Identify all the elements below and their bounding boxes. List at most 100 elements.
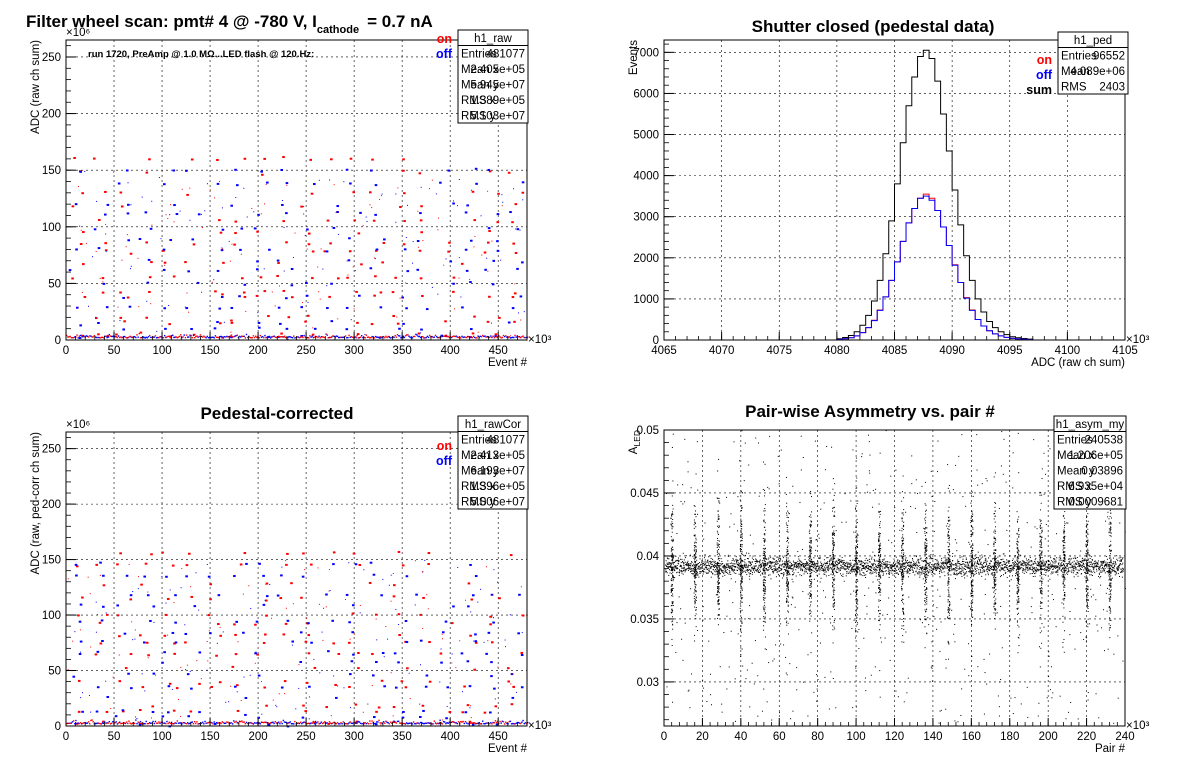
band-point [693, 568, 695, 570]
band-point [1002, 568, 1004, 570]
stats-row-label: Mean y [461, 80, 499, 92]
band-point [838, 568, 840, 570]
on-point [172, 709, 176, 712]
baseline-point [366, 336, 369, 338]
sparse-point [219, 626, 221, 628]
band-point [1076, 563, 1078, 565]
sparse-point [355, 337, 357, 339]
band-point [966, 561, 968, 563]
band-point [1049, 562, 1051, 564]
baseline-point [133, 722, 136, 725]
baseline-point [339, 723, 341, 725]
band-point [720, 568, 722, 570]
off-point [351, 631, 354, 634]
band-point [1030, 565, 1032, 567]
off-point [207, 575, 211, 578]
band-point [670, 564, 672, 566]
band-point [759, 569, 761, 571]
baseline-point [233, 720, 235, 722]
band-point [927, 572, 929, 574]
baseline-point [461, 721, 463, 723]
off-point [167, 685, 171, 688]
band-point [894, 564, 896, 566]
band-point [668, 574, 670, 576]
sparse-point [168, 305, 170, 307]
off-point [490, 675, 493, 678]
band-point [871, 567, 873, 569]
baseline-point [212, 336, 214, 338]
band-point [987, 574, 989, 576]
band-point [712, 573, 714, 575]
on-point [393, 584, 396, 587]
band-point [885, 570, 887, 572]
band-point [945, 557, 947, 559]
on-point [355, 720, 359, 723]
baseline-point [495, 721, 498, 724]
baseline-point [137, 721, 139, 723]
baseline-point [381, 336, 384, 338]
baseline-point [464, 720, 467, 723]
band-point [1020, 562, 1022, 564]
band-point [834, 568, 836, 570]
band-point [801, 565, 803, 567]
band-point [825, 575, 827, 577]
off-point [149, 227, 153, 230]
on-point [394, 276, 397, 279]
band-point [697, 563, 699, 565]
sparse-point [494, 698, 496, 700]
on-point [209, 583, 213, 586]
band-point [870, 567, 872, 569]
on-point [280, 332, 283, 335]
band-point [831, 564, 833, 566]
band-point [681, 570, 683, 572]
band-point [908, 570, 910, 572]
band-point [799, 574, 801, 576]
band-point [779, 560, 781, 562]
sparse-point [200, 213, 202, 215]
band-point [770, 566, 772, 568]
chart-title: Shutter closed (pedestal data) [752, 17, 995, 36]
baseline-point [210, 721, 212, 724]
sparse-point [470, 717, 472, 719]
off-point [487, 168, 491, 171]
baseline-point [294, 720, 296, 723]
on-point [302, 552, 305, 555]
baseline-point [327, 723, 330, 725]
band-point [769, 565, 771, 567]
band-point [810, 566, 812, 568]
sparse-point [181, 567, 183, 569]
band-point [903, 565, 905, 567]
baseline-point [371, 335, 373, 338]
band-point [1073, 565, 1075, 567]
sparse-point [87, 576, 89, 578]
on-point [512, 242, 516, 245]
band-point [746, 574, 748, 576]
band-point [728, 566, 730, 568]
band-point [812, 561, 814, 563]
band-point [745, 554, 747, 556]
band-point [847, 567, 849, 569]
band-point [828, 568, 830, 570]
on-point [145, 316, 149, 319]
sparse-point [318, 291, 320, 293]
off-point [245, 562, 248, 565]
band-point [675, 559, 677, 561]
band-point [667, 558, 669, 560]
baseline-point [283, 336, 286, 338]
band-point [893, 561, 895, 563]
x-tick-label: 100 [152, 731, 171, 743]
on-point [233, 623, 236, 626]
off-point [285, 297, 288, 300]
band-point [818, 557, 820, 559]
on-point [313, 666, 317, 669]
band-point [1016, 565, 1018, 567]
asymmetry-chart-svg: 0 20 40 60 80 100 120 140 160 180 200 220 2400.030.0… [628, 402, 1150, 755]
baseline-point [499, 336, 501, 338]
band-point [679, 566, 681, 568]
band-point [745, 564, 747, 566]
band-point [1077, 561, 1079, 563]
baseline-point [434, 722, 437, 724]
band-point [1047, 567, 1049, 569]
band-point [934, 573, 936, 575]
baseline-point [147, 336, 150, 338]
